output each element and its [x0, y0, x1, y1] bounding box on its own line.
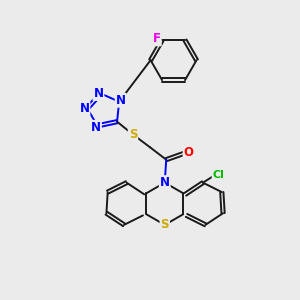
Text: N: N [91, 121, 101, 134]
Text: N: N [94, 87, 103, 100]
Text: S: S [129, 128, 137, 141]
Text: O: O [184, 146, 194, 158]
Text: S: S [160, 218, 169, 231]
Text: F: F [153, 32, 161, 45]
Text: N: N [80, 102, 89, 115]
Text: N: N [160, 176, 170, 189]
Text: Cl: Cl [213, 170, 224, 180]
Text: N: N [116, 94, 126, 107]
